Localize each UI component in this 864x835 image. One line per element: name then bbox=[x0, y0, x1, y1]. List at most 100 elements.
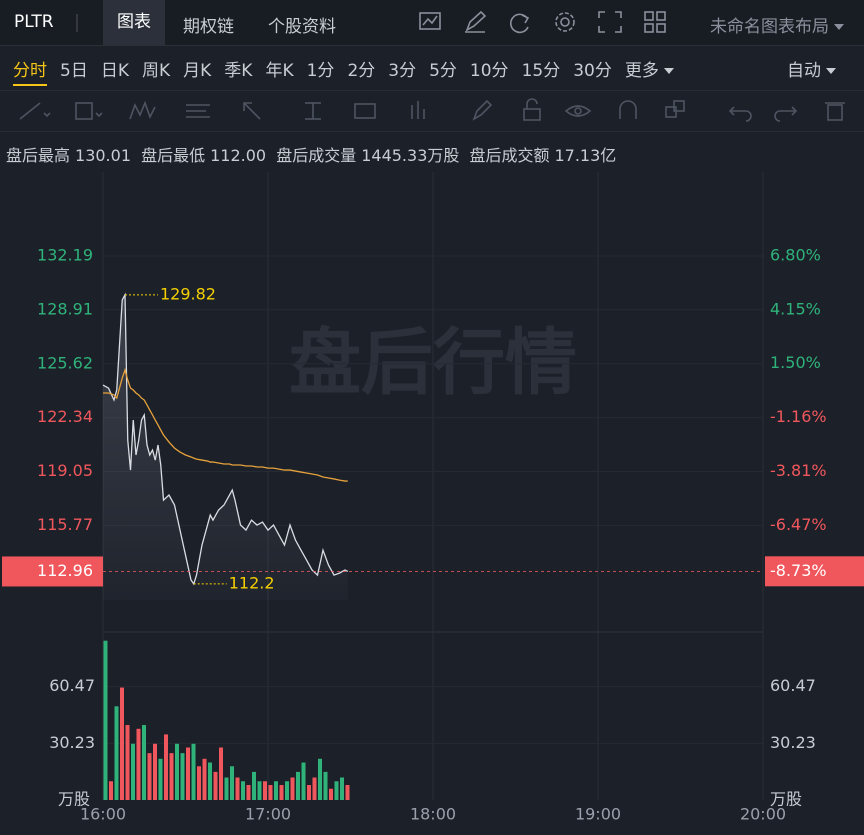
y-tick-label: 122.34 bbox=[37, 407, 93, 426]
stat-value: 1445.33万股 bbox=[361, 146, 460, 165]
stat-label: 盘后最低 bbox=[141, 146, 206, 165]
unit-label: 万股 bbox=[58, 790, 90, 809]
icon[interactable] bbox=[825, 102, 845, 121]
volume-bar bbox=[246, 785, 251, 800]
period[interactable]: 15分 bbox=[521, 60, 561, 81]
period[interactable]: 季K bbox=[224, 60, 253, 81]
icon[interactable] bbox=[465, 10, 487, 33]
icon[interactable] bbox=[19, 102, 51, 120]
volume-bar bbox=[268, 785, 273, 800]
volume-bar bbox=[175, 743, 179, 800]
volume-bar bbox=[279, 785, 284, 800]
icon[interactable] bbox=[774, 106, 798, 122]
icon[interactable] bbox=[564, 105, 592, 117]
tab[interactable]: 个股资料 bbox=[268, 17, 336, 37]
y2-tick-label: 60.47 bbox=[770, 676, 816, 695]
y-tick-label: 119.05 bbox=[37, 461, 93, 480]
y2-tick-label: 30.23 bbox=[770, 733, 816, 752]
period[interactable]: 10分 bbox=[469, 60, 509, 81]
icon[interactable] bbox=[665, 100, 685, 118]
period[interactable]: 分时 bbox=[13, 56, 47, 86]
icon[interactable] bbox=[644, 11, 666, 33]
period[interactable]: 日K bbox=[100, 60, 129, 81]
x-tick-label: 18:00 bbox=[410, 805, 456, 824]
period[interactable]: 5日 bbox=[60, 60, 88, 81]
icon[interactable] bbox=[305, 102, 321, 120]
drawing-toolbar bbox=[0, 90, 864, 132]
stat-label: 盘后成交额 bbox=[469, 146, 550, 165]
last-price-label: 112.96 bbox=[37, 561, 93, 580]
tab[interactable]: 图表 bbox=[103, 0, 165, 45]
tab[interactable]: 期权链 bbox=[183, 17, 234, 37]
icon[interactable] bbox=[75, 102, 103, 120]
icon[interactable] bbox=[411, 101, 425, 119]
y-tick-label: 60.47 bbox=[49, 676, 95, 695]
auto-toggle[interactable]: 自动 bbox=[787, 56, 836, 81]
volume-bar bbox=[131, 743, 135, 800]
period[interactable]: 周K bbox=[141, 60, 171, 81]
period[interactable]: 30分 bbox=[573, 60, 612, 81]
icon[interactable] bbox=[129, 100, 156, 120]
volume-bar bbox=[230, 766, 234, 800]
period-more[interactable]: 更多 bbox=[625, 56, 674, 81]
icon[interactable] bbox=[472, 99, 493, 121]
caret bbox=[663, 67, 674, 74]
icon[interactable] bbox=[186, 104, 210, 118]
period[interactable]: 月K bbox=[183, 60, 212, 81]
y-tick-label: 115.77 bbox=[37, 515, 93, 534]
icon[interactable] bbox=[523, 98, 541, 121]
x-tick-label: 16:00 bbox=[80, 805, 126, 824]
layout-name[interactable]: 未命名图表布局 bbox=[710, 12, 844, 37]
volume-bar bbox=[169, 753, 174, 800]
period[interactable]: 3分 bbox=[388, 60, 417, 81]
volume-bar bbox=[257, 781, 262, 800]
price-line bbox=[102, 292, 349, 586]
price-area bbox=[103, 294, 348, 600]
volume-bar bbox=[241, 781, 245, 800]
x-tick-label: 20:00 bbox=[740, 805, 786, 824]
icon[interactable] bbox=[555, 12, 575, 32]
icon[interactable] bbox=[243, 102, 261, 120]
volume-bar bbox=[180, 753, 185, 800]
auto-text: 自动 bbox=[787, 60, 821, 81]
x-tick-label: 19:00 bbox=[575, 805, 621, 824]
volume-bar bbox=[142, 725, 146, 800]
icon[interactable] bbox=[728, 106, 752, 122]
y2-tick-label: 1.50% bbox=[770, 353, 821, 372]
caret bbox=[834, 24, 844, 30]
volume-bar bbox=[274, 781, 278, 800]
symbol[interactable]: PLTR bbox=[14, 12, 54, 32]
volume-bar bbox=[202, 758, 207, 800]
stat-value: 130.01 bbox=[75, 146, 131, 165]
volume-bar bbox=[153, 743, 157, 800]
volume-bar bbox=[103, 640, 108, 800]
drawing-icons bbox=[19, 98, 845, 122]
volume-bar bbox=[147, 753, 152, 800]
toolbar-icons bbox=[419, 10, 666, 34]
volume-bar bbox=[125, 725, 130, 800]
icon[interactable] bbox=[354, 103, 376, 119]
icon[interactable] bbox=[598, 11, 622, 33]
period[interactable]: 2分 bbox=[347, 60, 376, 81]
period[interactable]: 1分 bbox=[306, 60, 335, 81]
divider bbox=[76, 14, 78, 32]
icon[interactable] bbox=[619, 100, 637, 119]
y2-tick-label: 4.15% bbox=[770, 299, 821, 318]
volume-bar bbox=[158, 758, 163, 800]
stats-row: 盘后最高 130.01 盘后最低 112.00 盘后成交量 1445.33万股 盘后成… bbox=[6, 142, 621, 166]
caret bbox=[826, 67, 836, 74]
volume-bar bbox=[290, 777, 295, 800]
volume-bar bbox=[191, 743, 196, 800]
period[interactable]: 年K bbox=[265, 60, 294, 81]
icon[interactable] bbox=[419, 12, 441, 30]
volume-bar bbox=[329, 788, 333, 800]
period[interactable]: 5分 bbox=[429, 60, 457, 81]
volume-bar bbox=[345, 785, 350, 800]
volume-bar bbox=[120, 687, 124, 800]
icon[interactable] bbox=[509, 13, 530, 34]
volume-bar bbox=[235, 777, 240, 800]
volume-bar bbox=[285, 781, 289, 800]
y2-tick-label: 6.80% bbox=[770, 246, 821, 265]
